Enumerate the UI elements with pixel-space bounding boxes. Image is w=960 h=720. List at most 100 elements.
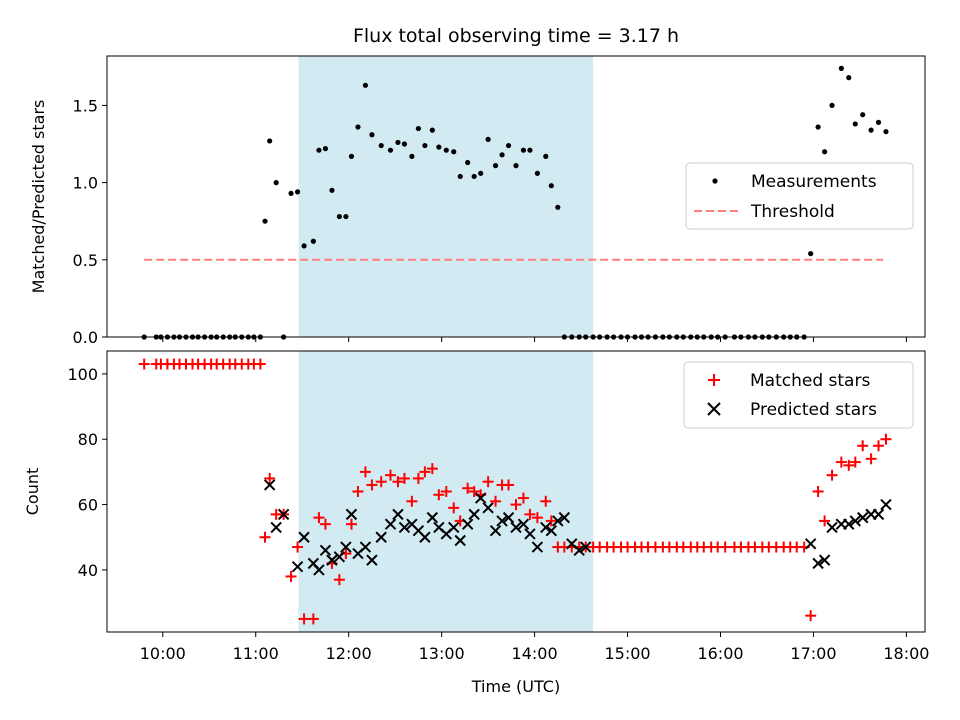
predicted-star-point bbox=[531, 541, 544, 553]
matched-star-point bbox=[503, 479, 515, 491]
top-axes-frame bbox=[106, 55, 926, 338]
measurement-point bbox=[527, 147, 533, 153]
bottom-panel: 40 60 80 100 10:00 11:00 12:00 13:00 14:00 15:00… bbox=[23, 350, 929, 696]
bottom-legend: Matched stars Predicted stars bbox=[683, 361, 914, 429]
measurement-point bbox=[492, 163, 499, 169]
matched-star-point bbox=[849, 456, 861, 468]
measurement-point bbox=[815, 124, 821, 130]
y-tick-label: 0.0 bbox=[73, 328, 98, 347]
matched-star-point bbox=[412, 472, 424, 484]
predicted-star-point bbox=[818, 554, 831, 566]
predicted-star-point bbox=[333, 551, 346, 563]
measurement-point bbox=[409, 153, 415, 159]
measurement-point bbox=[520, 147, 527, 153]
measurement-point bbox=[267, 138, 273, 144]
predicted-star-point bbox=[277, 508, 290, 521]
matched-star-point bbox=[524, 508, 536, 520]
matched-star-point bbox=[392, 476, 404, 488]
predicted-star-point bbox=[419, 531, 431, 543]
predicted-star-point bbox=[474, 492, 487, 504]
predicted-star-point bbox=[375, 531, 387, 543]
y-tick-label: 0.5 bbox=[73, 251, 98, 270]
measurement-point bbox=[860, 112, 866, 118]
legend-label-measurements: Measurements bbox=[751, 172, 877, 192]
matched-star-point bbox=[333, 574, 345, 586]
measurement-point bbox=[294, 189, 301, 195]
y-tick-label: 100 bbox=[67, 365, 98, 384]
matched-star-point bbox=[319, 518, 331, 530]
matched-star-point bbox=[448, 502, 460, 514]
matched-star-point bbox=[857, 440, 869, 452]
y-tick-label: 1.5 bbox=[73, 96, 98, 115]
predicted-star-point bbox=[468, 508, 480, 521]
measurement-point bbox=[471, 173, 477, 180]
measurement-point bbox=[336, 213, 342, 220]
measurement-point bbox=[808, 251, 814, 257]
matched-star-point bbox=[531, 512, 543, 524]
matched-star-point bbox=[307, 613, 319, 625]
measurement-point bbox=[485, 136, 491, 142]
measurement-point bbox=[548, 183, 554, 189]
measurement-point bbox=[316, 147, 322, 153]
measurement-point bbox=[429, 127, 435, 133]
predicted-star-point bbox=[502, 511, 515, 524]
measurement-point bbox=[451, 149, 457, 155]
predicted-star-point bbox=[482, 502, 494, 514]
matched-star-point bbox=[285, 570, 297, 582]
matched-star-point bbox=[313, 512, 325, 524]
measurement-point bbox=[868, 127, 874, 133]
predicted-star-point bbox=[552, 515, 564, 527]
predicted-star-point bbox=[366, 554, 378, 566]
measurement-point bbox=[355, 124, 361, 130]
predicted-star-point bbox=[540, 521, 552, 534]
matched-star-point bbox=[540, 495, 552, 507]
y-tick-label: 40 bbox=[78, 561, 98, 580]
matched-star-point bbox=[510, 499, 522, 511]
y-tick-label: 60 bbox=[78, 496, 98, 515]
x-tick-label: 15:00 bbox=[604, 644, 650, 663]
matched-star-point bbox=[298, 613, 310, 625]
predicted-star-point bbox=[313, 564, 325, 576]
predicted-star-point bbox=[517, 518, 530, 530]
x-tick-label: 10:00 bbox=[140, 644, 186, 663]
measurement-point bbox=[301, 243, 307, 249]
bottom-axes-frame bbox=[106, 350, 926, 633]
measurement-point bbox=[415, 125, 421, 132]
x-tick-label: 17:00 bbox=[790, 644, 836, 663]
measurement-point bbox=[838, 65, 844, 71]
y-tick-label: 1.0 bbox=[73, 174, 98, 193]
matched-star-point bbox=[419, 466, 431, 478]
matched-star-point bbox=[812, 486, 824, 497]
predicted-star-point bbox=[461, 518, 474, 530]
predicted-star-point bbox=[359, 541, 372, 553]
predicted-star-point bbox=[558, 511, 571, 524]
measurement-point bbox=[822, 149, 828, 155]
bottom-y-axis-ticks: 40 60 80 100 bbox=[67, 365, 107, 580]
top-y-axis-ticks: 0.0 0.5 1.0 1.5 bbox=[73, 96, 107, 347]
legend-label-threshold: Threshold bbox=[750, 202, 835, 222]
matched-star-point bbox=[366, 479, 378, 491]
measurement-point bbox=[310, 238, 316, 244]
matched-star-point bbox=[375, 476, 387, 488]
measurement-point bbox=[322, 146, 329, 152]
measurement-point bbox=[465, 159, 471, 166]
predicted-star-point bbox=[270, 521, 282, 534]
matched-star-point bbox=[826, 469, 838, 481]
matched-star-point bbox=[517, 492, 529, 504]
top-legend: Measurements Threshold bbox=[685, 162, 914, 230]
legend-marker-matched bbox=[708, 374, 720, 386]
top-y-axis-label: Matched/Predicted stars bbox=[29, 100, 48, 294]
measurement-point bbox=[555, 204, 561, 210]
predicted-star-point bbox=[496, 515, 508, 527]
x-tick-label: 16:00 bbox=[697, 644, 743, 663]
measurement-point bbox=[369, 132, 375, 138]
predicted-star-point bbox=[510, 521, 522, 534]
matched-star-point bbox=[865, 453, 877, 465]
measurement-point bbox=[505, 142, 512, 149]
measurement-point bbox=[457, 173, 463, 180]
top-panel: 0.0 0.5 1.0 1.5 Matched/Predicted stars Mea… bbox=[29, 55, 926, 347]
measurement-point bbox=[443, 147, 449, 153]
predicted-star-point bbox=[340, 541, 352, 553]
legend-marker-predicted bbox=[707, 402, 721, 416]
bottom-y-axis-label: Count bbox=[23, 468, 42, 516]
